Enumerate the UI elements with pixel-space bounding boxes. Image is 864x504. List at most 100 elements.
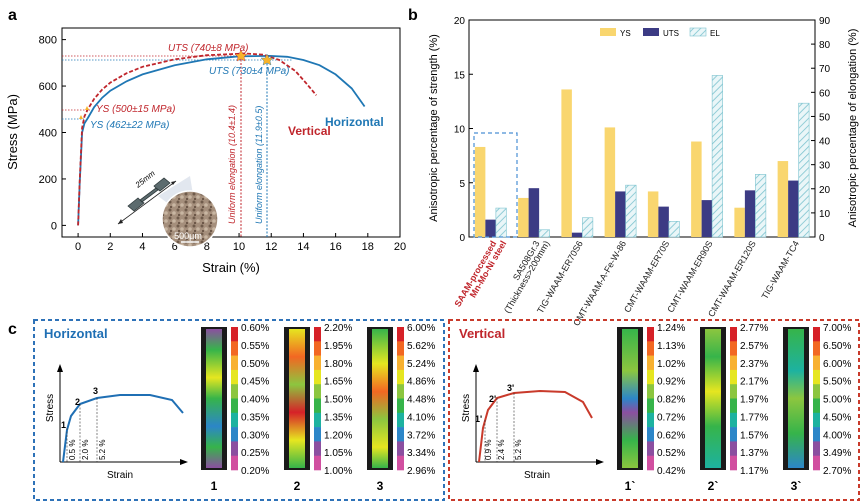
colorbar-label: 1.65% xyxy=(324,377,352,388)
mini-left-point-2: 2 xyxy=(75,397,80,407)
x-tick-label: 6 xyxy=(172,241,178,253)
colorbar-label: 5.50% xyxy=(823,377,851,388)
right-y-tick-label: 50 xyxy=(819,112,831,123)
colorbar-label: 1.97% xyxy=(740,395,768,406)
colorbar-label: 4.86% xyxy=(407,377,435,388)
category-label: CMT-WAAM-ER70S xyxy=(622,239,671,314)
colorbar-label: 7.00% xyxy=(823,323,851,334)
colorbar-segment xyxy=(730,341,737,356)
mini-right-point-3: 3' xyxy=(507,383,514,393)
colorbar-label: 1.95% xyxy=(324,341,352,352)
category-label: CMT-WAAM-ER120S xyxy=(706,239,758,319)
colorbar-segment xyxy=(231,327,238,342)
colorbar-label: 2.77% xyxy=(740,323,768,334)
x-tick-label: 8 xyxy=(204,241,210,253)
colorbar-segment xyxy=(397,398,404,414)
mini-left-strain-1: 0.5 % xyxy=(68,440,77,460)
colorbar-label: 1.50% xyxy=(324,395,352,406)
x-tick-label: 20 xyxy=(394,241,406,253)
colorbar-segment xyxy=(231,398,238,414)
right-y-tick-label: 70 xyxy=(819,64,831,75)
colorbar-segment xyxy=(231,427,238,442)
right-y-tick-label: 10 xyxy=(819,209,831,220)
bar-ys xyxy=(777,161,789,237)
mini-right-point-1: 1' xyxy=(475,414,482,424)
colorbar-segment xyxy=(314,384,321,399)
micrograph-inset: 500μm xyxy=(161,190,219,248)
x-tick-label: 4 xyxy=(139,241,145,253)
colorbar-segment xyxy=(314,412,321,428)
colorbar-label: 0.72% xyxy=(657,412,685,423)
colorbar-segment xyxy=(730,412,737,428)
panel-c-vertical-box xyxy=(448,319,860,501)
colorbar-segment xyxy=(647,398,654,414)
colorbar-label: 1.17% xyxy=(740,466,768,477)
colorbar-segment xyxy=(397,341,404,356)
colorbar-label: 5.00% xyxy=(823,395,851,406)
colorbar-label: 2.20% xyxy=(324,323,352,334)
colorbar-segment xyxy=(813,327,820,342)
ys-h-marker xyxy=(79,115,83,119)
mini-left-point-3: 3 xyxy=(93,386,98,396)
mini-left-point-1: 1 xyxy=(61,420,66,430)
legend-swatch-el xyxy=(689,27,707,37)
colorbar-segment xyxy=(314,327,321,342)
y-tick-label: 800 xyxy=(39,35,57,47)
colorbar-label: 6.50% xyxy=(823,341,851,352)
series-line-horizontal xyxy=(77,54,366,226)
colorbar-segment xyxy=(813,398,820,414)
ys-v-label: YS (500±15 MPa) xyxy=(96,104,175,115)
bar-ys xyxy=(734,207,745,237)
colorbar-segment xyxy=(647,384,654,399)
left-y-tick-label: 20 xyxy=(454,16,466,27)
panel-b-ticks: 0 5 10 15 20 0 10 20 30 40 50 60 70 80 90 xyxy=(454,16,831,244)
bar-el xyxy=(711,75,723,238)
colorbar-segment xyxy=(730,441,737,456)
colorbar-segment xyxy=(730,398,737,414)
colorbar-label: 3.49% xyxy=(823,448,851,459)
bar-el xyxy=(755,174,767,238)
colorbar-label: 0.20% xyxy=(241,466,269,477)
colorbar-segment xyxy=(397,412,404,428)
colorbar-segment xyxy=(647,341,654,356)
ys-v-marker xyxy=(85,106,89,110)
bar-ys xyxy=(518,197,529,237)
colorbar-segment xyxy=(647,427,654,442)
colorbar-segment xyxy=(231,412,238,428)
colorbar-label: 0.82% xyxy=(657,395,685,406)
colorbar-segment xyxy=(813,427,820,442)
colorbar-label: 1.80% xyxy=(324,359,352,370)
specimen-label: 2 xyxy=(294,479,301,493)
uts-h-label: UTS (730±4 MPa) xyxy=(209,66,290,77)
colorbar-label: 2.57% xyxy=(740,341,768,352)
colorbar-segment xyxy=(730,355,737,371)
bar-ys xyxy=(647,191,659,237)
colorbar-segment xyxy=(813,384,820,399)
colorbar-segment xyxy=(813,412,820,428)
bar-uts xyxy=(528,188,540,237)
colorbar-label: 1.05% xyxy=(324,448,352,459)
panel-a-series xyxy=(77,52,366,226)
colorbar-segment xyxy=(231,441,238,456)
panel-c-horizontal-title: Horizontal xyxy=(44,326,108,341)
right-y-tick-label: 60 xyxy=(819,88,831,99)
bar-uts xyxy=(788,180,799,237)
colorbar-label: 2.37% xyxy=(740,359,768,370)
colorbar-segment xyxy=(397,355,404,371)
legend-swatch-uts xyxy=(643,28,659,36)
colorbar-segment xyxy=(647,355,654,371)
mini-right-strain-label: Strain xyxy=(524,470,550,481)
right-y-tick-label: 30 xyxy=(819,161,831,172)
colorbar-label: 1.00% xyxy=(324,466,352,477)
y-tick-label: 400 xyxy=(39,128,57,140)
colorbar-label: 0.50% xyxy=(241,359,269,370)
colorbar-label: 1.13% xyxy=(657,341,685,352)
dic-strain-map xyxy=(788,329,804,468)
legend-label-ys: YS xyxy=(620,29,631,38)
colorbar-segment xyxy=(314,441,321,456)
colorbar-label: 1.20% xyxy=(324,430,352,441)
mini-curve-vertical xyxy=(473,364,604,465)
bar-uts xyxy=(485,219,496,237)
left-y-tick-label: 5 xyxy=(459,179,465,190)
